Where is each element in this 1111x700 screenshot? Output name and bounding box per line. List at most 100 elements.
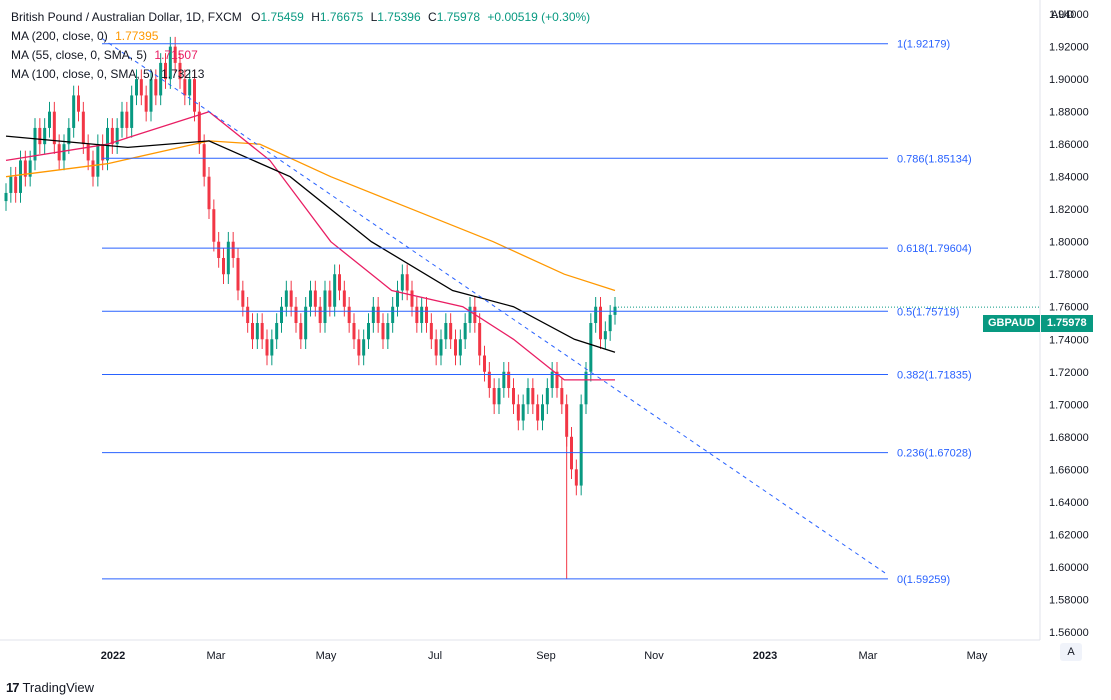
legend-ma55-row[interactable]: MA (55, close, 0, SMA, 5) 1.71507: [11, 46, 590, 65]
candle-body: [193, 79, 196, 112]
low-label: L: [370, 10, 378, 24]
auto-scale-button[interactable]: A: [1060, 643, 1082, 661]
candle-body: [589, 323, 593, 372]
candle-body: [560, 388, 564, 405]
candle-body: [207, 176, 211, 210]
candle-body: [594, 306, 598, 323]
instrument-title: British Pound / Australian Dollar, 1D, F…: [11, 10, 242, 24]
candle-body: [231, 241, 235, 258]
candle-body: [541, 404, 544, 421]
candle-body: [183, 79, 187, 96]
candle-body: [405, 274, 409, 291]
price-tick-label: 1.60000: [1049, 562, 1089, 574]
candle-body: [188, 79, 192, 96]
legend-ma100-row[interactable]: MA (100, close, 0, SMA, 5) 1.73213: [11, 65, 590, 84]
tradingview-branding[interactable]: 17 TradingView: [6, 677, 94, 697]
tradingview-name: TradingView: [22, 679, 95, 695]
price-tick-label: 1.84000: [1049, 172, 1089, 184]
candle-body: [289, 290, 293, 307]
candle-body: [420, 306, 424, 323]
candle-body: [483, 355, 486, 372]
candle-body: [246, 306, 250, 323]
price-tick-label: 1.90000: [1049, 74, 1089, 86]
candle-body: [502, 371, 506, 389]
change-value: +0.00519 (+0.30%): [487, 10, 591, 24]
candle-body: [86, 144, 90, 161]
candle-body: [376, 306, 380, 323]
candle-body: [531, 388, 535, 405]
candle-body: [299, 323, 303, 340]
candle-body: [265, 339, 269, 356]
open-label: O: [251, 10, 261, 24]
candle-body: [608, 314, 612, 332]
fib-level-label: 0.236(1.67028): [897, 448, 972, 460]
candle-body: [96, 144, 100, 177]
legend-ohlc-row: British Pound / Australian Dollar, 1D, F…: [11, 8, 590, 27]
close-value: 1.75978: [436, 10, 481, 24]
candle-body: [33, 127, 37, 161]
candle-body: [526, 388, 530, 405]
candle-body: [536, 404, 540, 421]
ma55-label: MA (55, close, 0, SMA, 5): [11, 48, 148, 62]
fib-level-label: 0.382(1.71835): [897, 369, 972, 381]
candle-body: [362, 339, 366, 356]
price-tag-value: 1.75978: [1040, 315, 1093, 332]
candle-body: [19, 160, 22, 193]
legend-ma200-row[interactable]: MA (200, close, 0) 1.77395: [11, 27, 590, 46]
candle-body: [555, 371, 559, 389]
candle-body: [284, 290, 288, 307]
candle-body: [125, 111, 129, 128]
candle-body: [304, 306, 308, 340]
price-tag-symbol: GBPAUD: [983, 315, 1040, 332]
candle-body: [381, 323, 385, 340]
candle-body: [396, 290, 399, 307]
candle-body: [309, 290, 312, 307]
price-tick-label: 1.78000: [1049, 269, 1089, 281]
time-tick-label: Sep: [536, 650, 556, 662]
price-tick-label: 1.74000: [1049, 334, 1089, 346]
candle-body: [135, 79, 138, 96]
ma55-value: 1.71507: [154, 48, 198, 62]
candle-body: [222, 257, 225, 275]
ma200-label: MA (200, close, 0): [11, 29, 108, 43]
price-tick-label: 1.58000: [1049, 594, 1089, 606]
candle-body: [139, 79, 143, 96]
price-tick-label: 1.68000: [1049, 432, 1089, 444]
close-label: C: [428, 10, 437, 24]
candle-body: [463, 323, 467, 340]
candle-body: [255, 323, 259, 340]
currency-label: AUD: [1051, 9, 1075, 21]
candle-body: [492, 388, 496, 405]
price-tick-label: 1.92000: [1049, 42, 1089, 54]
price-tick-label: 1.70000: [1049, 399, 1089, 411]
time-tick-label: 2023: [753, 650, 777, 662]
fib-level-label: 0.5(1.75719): [897, 306, 959, 318]
candle-body: [434, 339, 438, 356]
candle-body: [62, 144, 66, 161]
candle-body: [149, 79, 153, 112]
candle-body: [72, 95, 76, 128]
candle-body: [313, 290, 317, 307]
candle-body: [23, 160, 27, 177]
candle-body: [342, 290, 346, 307]
candle-body: [545, 388, 549, 405]
candle-body: [48, 111, 51, 128]
candle-body: [164, 62, 167, 80]
candle-body: [38, 127, 42, 145]
last-price-tag: GBPAUD 1.75978: [983, 315, 1093, 332]
price-tick-label: 1.72000: [1049, 367, 1089, 379]
time-tick-label: May: [316, 650, 337, 662]
candle-body: [425, 306, 428, 323]
candle-body: [9, 176, 13, 193]
candle-body: [386, 323, 390, 340]
candle-body: [115, 127, 119, 145]
candle-body: [130, 95, 134, 128]
candle-body: [101, 144, 105, 161]
time-tick-label: Nov: [644, 650, 664, 662]
candle-body: [323, 290, 327, 323]
candle-body: [454, 339, 457, 356]
candle-body: [4, 192, 8, 202]
candle-body: [197, 111, 201, 145]
candle-body: [478, 323, 482, 356]
